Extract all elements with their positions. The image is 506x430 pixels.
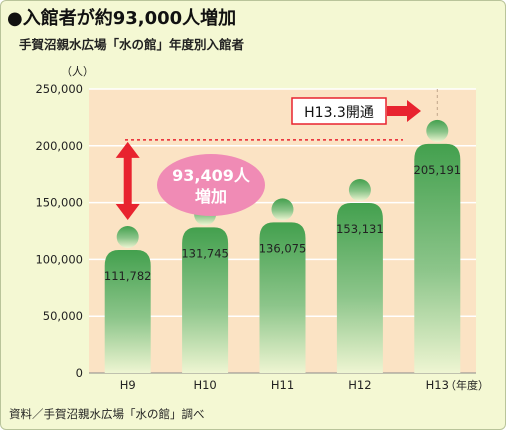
x-tick-label: H13 xyxy=(426,378,449,392)
bar-figure: 111,782 xyxy=(104,226,152,373)
bar-figures: 111,782 131,745 136,075 153,131 205,191 xyxy=(104,119,462,373)
x-tick-label: H10 xyxy=(193,378,216,392)
figure-body xyxy=(414,143,461,373)
value-label: 136,075 xyxy=(259,241,307,255)
y-tick-label: 50,000 xyxy=(43,309,83,323)
figure-head xyxy=(348,179,371,202)
x-tick-label: H9 xyxy=(120,378,136,392)
x-axis-ticks: H9 H10 H11 H12 H13 xyxy=(120,378,449,392)
figure-body xyxy=(259,222,306,373)
value-label: 153,131 xyxy=(336,222,384,236)
bar-figure: 153,131 xyxy=(336,179,384,373)
source-note: 資料／手賀沼親水広場「水の館」調べ xyxy=(9,407,205,421)
y-axis-ticks: 0 50,000 100,000 150,000 200,000 250,000 xyxy=(35,82,83,380)
y-tick-label: 0 xyxy=(76,366,83,380)
chart-subtitle: 手賀沼親水広場「水の館」年度別入館者 xyxy=(19,37,245,52)
value-label: 111,782 xyxy=(104,269,152,283)
figure-body xyxy=(182,227,229,373)
increase-label-line2: 増加 xyxy=(195,187,227,206)
opening-label: H13.3開通 xyxy=(304,105,374,121)
x-tick-label: H11 xyxy=(271,378,294,392)
opening-label-box xyxy=(291,97,387,125)
y-tick-label: 100,000 xyxy=(35,252,83,266)
increase-label-line1: 93,409人 xyxy=(172,166,251,185)
figure-head xyxy=(426,119,449,142)
y-tick-label: 150,000 xyxy=(35,196,83,210)
increase-bubble: 93,409人 増加 xyxy=(157,154,265,216)
bar-figure: 136,075 xyxy=(259,198,307,373)
increase-arrow xyxy=(115,141,140,221)
bubble-shape xyxy=(157,154,265,216)
value-label: 131,745 xyxy=(181,246,229,260)
y-axis-label: （人） xyxy=(61,65,94,78)
bar-figure: 205,191 xyxy=(414,119,462,373)
x-tick-label: H12 xyxy=(348,378,371,392)
chart-title: ●入館者が約93,000人増加 xyxy=(7,8,237,29)
y-tick-label: 200,000 xyxy=(35,139,83,153)
opening-arrow-icon xyxy=(387,100,421,122)
figure-body xyxy=(104,250,151,373)
opening-callout: H13.3開通 xyxy=(291,97,421,125)
x-axis-label: （年度） xyxy=(445,378,489,392)
figure-body xyxy=(336,203,383,373)
figure-head xyxy=(271,198,294,221)
figure-head xyxy=(116,226,139,249)
value-label: 205,191 xyxy=(414,163,462,177)
y-tick-label: 250,000 xyxy=(35,82,83,96)
